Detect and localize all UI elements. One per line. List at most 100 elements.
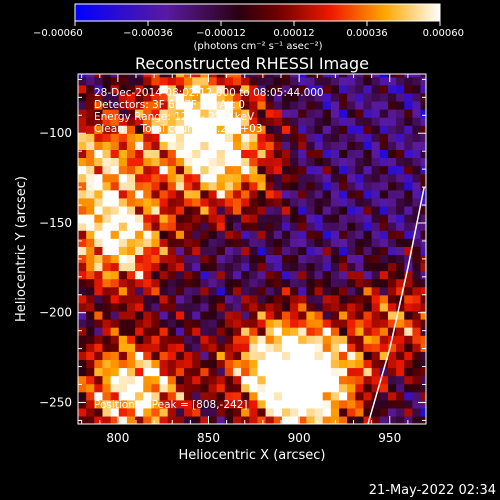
heatmap-cell bbox=[102, 327, 112, 336]
heatmap-cell bbox=[159, 92, 169, 102]
heatmap-cell bbox=[322, 383, 332, 393]
heatmap-cell bbox=[78, 74, 87, 78]
heatmap-cell bbox=[151, 214, 161, 223]
heatmap-cell bbox=[322, 359, 332, 369]
heatmap-cell bbox=[110, 302, 120, 312]
heatmap-cell bbox=[175, 262, 185, 272]
heatmap-cell bbox=[126, 197, 136, 207]
heatmap-cell bbox=[306, 157, 316, 167]
heatmap-cell bbox=[404, 246, 414, 255]
heatmap-cell bbox=[78, 230, 87, 239]
heatmap-cell bbox=[339, 149, 348, 159]
heatmap-cell bbox=[371, 230, 381, 239]
heatmap-cell bbox=[265, 189, 275, 199]
heatmap-cell bbox=[216, 173, 226, 183]
heatmap-cell bbox=[330, 399, 340, 409]
heatmap-cell bbox=[298, 125, 307, 134]
heatmap-cell bbox=[420, 246, 426, 255]
heatmap-cell bbox=[330, 302, 340, 312]
heatmap-cell bbox=[86, 383, 95, 393]
heatmap-cell bbox=[347, 278, 356, 288]
heatmap-cell bbox=[330, 149, 340, 159]
heatmap-cell bbox=[396, 125, 405, 134]
heatmap-cell bbox=[273, 157, 283, 167]
y-tick-label: −100 bbox=[39, 126, 72, 140]
heatmap-cell bbox=[257, 84, 267, 94]
heatmap-cell bbox=[306, 189, 316, 199]
heatmap-cell bbox=[379, 302, 389, 312]
heatmap-cell bbox=[135, 351, 144, 360]
heatmap-cell bbox=[298, 205, 307, 215]
heatmap-cell bbox=[175, 343, 185, 352]
heatmap-cell bbox=[265, 84, 275, 94]
heatmap-cell bbox=[208, 197, 218, 207]
heatmap-cell bbox=[241, 286, 250, 296]
heatmap-cell bbox=[257, 222, 267, 231]
heatmap-cell bbox=[347, 246, 356, 255]
heatmap-cell bbox=[175, 407, 185, 417]
heatmap-cell bbox=[330, 214, 340, 223]
heatmap-cell bbox=[363, 383, 373, 393]
heatmap-cell bbox=[200, 189, 210, 199]
heatmap-cell bbox=[208, 149, 218, 159]
heatmap-cell bbox=[322, 222, 332, 231]
heatmap-cell bbox=[339, 141, 348, 150]
heatmap-cell bbox=[290, 254, 299, 264]
heatmap-cell bbox=[86, 310, 95, 320]
heatmap-cell bbox=[232, 367, 242, 377]
heatmap-cell bbox=[347, 205, 356, 215]
heatmap-cell bbox=[412, 125, 422, 134]
heatmap-cell bbox=[314, 100, 324, 110]
heatmap-cell bbox=[281, 383, 291, 393]
heatmap-cell bbox=[208, 262, 218, 272]
heatmap-cell bbox=[347, 109, 356, 118]
heatmap-cell bbox=[330, 375, 340, 385]
heatmap-cell bbox=[151, 351, 161, 360]
heatmap-cell bbox=[118, 335, 128, 344]
heatmap-cell bbox=[290, 343, 299, 352]
heatmap-cell bbox=[200, 165, 210, 175]
heatmap-cell bbox=[224, 407, 234, 417]
heatmap-cell bbox=[192, 367, 201, 377]
heatmap-cell bbox=[200, 367, 210, 377]
heatmap-cell bbox=[355, 76, 365, 86]
heatmap-cell bbox=[412, 84, 422, 94]
heatmap-cell bbox=[159, 254, 169, 264]
heatmap-cell bbox=[126, 367, 136, 377]
heatmap-cell bbox=[298, 262, 307, 272]
heatmap-cell bbox=[192, 399, 201, 409]
heatmap-cell bbox=[184, 189, 193, 199]
heatmap-cell bbox=[167, 319, 177, 328]
heatmap-cell bbox=[224, 383, 234, 393]
heatmap-cell bbox=[167, 173, 177, 183]
heatmap-cell bbox=[159, 302, 169, 312]
heatmap-cell bbox=[322, 302, 332, 312]
heatmap-cell bbox=[208, 286, 218, 296]
heatmap-cell bbox=[86, 165, 95, 175]
heatmap-cell bbox=[379, 246, 389, 255]
heatmap-cell bbox=[86, 197, 95, 207]
heatmap-cell bbox=[314, 310, 324, 320]
heatmap-cell bbox=[273, 117, 283, 126]
heatmap-cell bbox=[314, 141, 324, 150]
heatmap-cell bbox=[110, 238, 120, 247]
heatmap-cell bbox=[192, 343, 201, 352]
heatmap-cell bbox=[200, 76, 210, 86]
heatmap-cell bbox=[404, 141, 414, 150]
heatmap-cell bbox=[412, 254, 422, 264]
heatmap-cell bbox=[404, 286, 414, 296]
heatmap-cell bbox=[404, 391, 414, 401]
heatmap-cell bbox=[192, 415, 201, 424]
heatmap-cell bbox=[379, 100, 389, 110]
heatmap-cell bbox=[78, 327, 87, 336]
heatmap-cell bbox=[314, 189, 324, 199]
heatmap-cell bbox=[102, 415, 112, 424]
heatmap-cell bbox=[322, 92, 332, 102]
heatmap-cell bbox=[208, 222, 218, 231]
heatmap-cell bbox=[412, 359, 422, 369]
heatmap-cell bbox=[306, 125, 316, 134]
heatmap-cell bbox=[339, 165, 348, 175]
heatmap-cell bbox=[281, 165, 291, 175]
heatmap-cell bbox=[224, 335, 234, 344]
heatmap-cell bbox=[396, 383, 405, 393]
